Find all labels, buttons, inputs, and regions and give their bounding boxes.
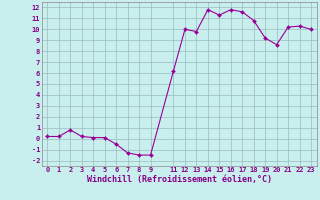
X-axis label: Windchill (Refroidissement éolien,°C): Windchill (Refroidissement éolien,°C) xyxy=(87,175,272,184)
